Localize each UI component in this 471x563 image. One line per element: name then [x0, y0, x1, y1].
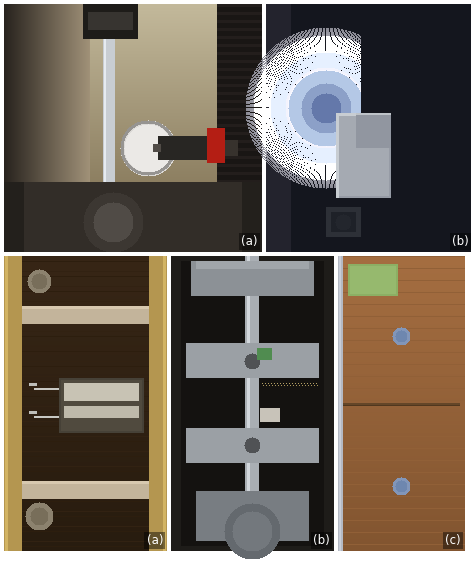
- Text: (a): (a): [146, 534, 163, 547]
- Text: (b): (b): [452, 235, 469, 248]
- Text: (b): (b): [313, 534, 330, 547]
- Text: (c): (c): [446, 534, 461, 547]
- Text: (a): (a): [242, 235, 258, 248]
